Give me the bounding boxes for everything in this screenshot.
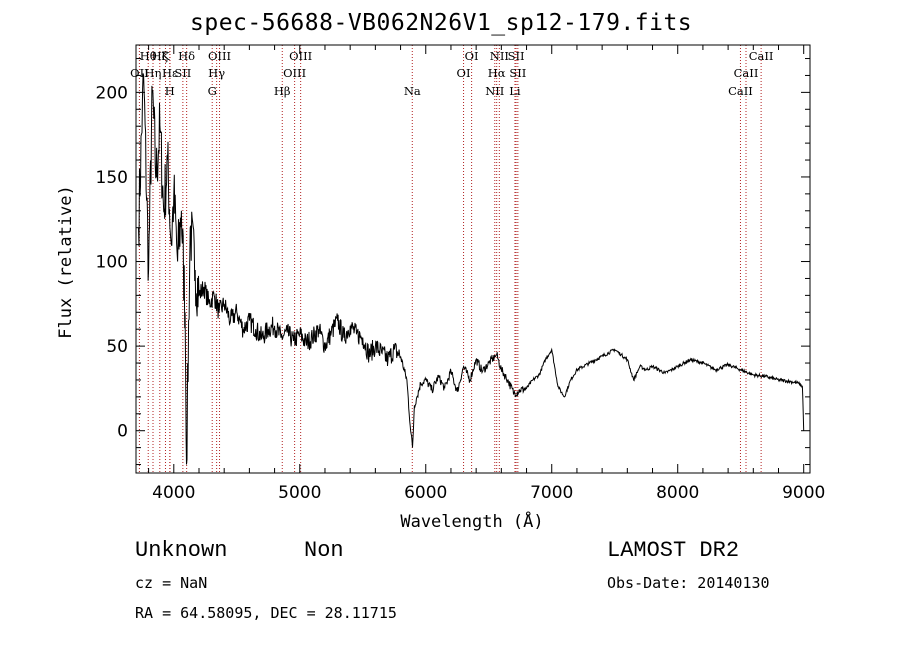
obs-date: Obs-Date: 20140130 [607,574,770,592]
object-subclass: Non [304,538,344,563]
spectral-line-label: NII [490,49,509,63]
y-tick-label: 0 [117,422,128,442]
y-tick-label: 50 [106,337,128,357]
cz-value: cz = NaN [135,574,208,592]
x-tick-label: 5000 [278,483,321,503]
spectral-line-label: Hζ [152,49,168,63]
spectral-line-label: SII [508,49,525,63]
y-tick-label: 150 [96,168,128,188]
spectral-line-label: CaII [728,84,753,98]
spectral-line-label: OI [457,66,471,80]
spectral-line-label: OI [465,49,479,63]
axis-ticks: 4000 5000 6000 7000 8000 9000 0 50 100 150 200 [96,45,825,503]
spectral-line-label: H [165,84,175,98]
line-markers [138,45,762,473]
spectrum-series [138,73,805,465]
spectral-line-label: OIII [289,49,312,63]
spectral-line-label: Hα [488,66,506,80]
spectral-line-label: Hθ [140,49,157,63]
spectral-line-label: SII [509,66,526,80]
survey-name: LAMOST DR2 [607,538,740,563]
line-labels: OII Hθ Hη Hζ Hε K H Hδ SII OIII Hγ G Hβ OIII OIII Na OI O… [130,49,773,98]
object-class: Unknown [135,538,228,563]
coordinates: RA = 64.58095, DEC = 28.11715 [135,604,397,622]
chart-title: spec-56688-VB062N26V1_sp12-179.fits [190,10,693,36]
spectral-line-label: G [208,84,217,98]
spectral-line-label: Hδ [178,49,195,63]
spectral-line-label: OII [130,66,149,80]
x-tick-label: 8000 [656,483,699,503]
spectral-line-label: OIII [208,49,231,63]
spectral-line-label: Na [404,84,421,98]
spectrum-line [138,73,805,465]
y-tick-label: 200 [96,83,128,103]
x-tick-label: 7000 [530,483,573,503]
x-tick-label: 6000 [404,483,447,503]
spectral-line-label: CaII [734,66,759,80]
spectral-line-label: K [161,49,170,63]
spectral-line-label: Li [509,84,521,98]
y-tick-label: 100 [96,253,128,273]
x-axis-label: Wavelength (Å) [400,512,544,532]
spectral-line-label: CaII [749,49,774,63]
spectral-line-label: Hη [145,66,162,80]
spectral-line-label: Hε [162,66,178,80]
spectral-line-label: Hγ [208,66,225,80]
plot-frame [135,44,811,474]
spectral-line-label: NII [485,84,504,98]
x-tick-label: 4000 [152,483,195,503]
y-axis-label: Flux (relative) [56,185,76,339]
spectral-line-label: Hβ [274,84,291,98]
spectral-line-label: OIII [283,66,306,80]
spectral-line-label: SII [174,66,191,80]
x-tick-label: 9000 [782,483,825,503]
